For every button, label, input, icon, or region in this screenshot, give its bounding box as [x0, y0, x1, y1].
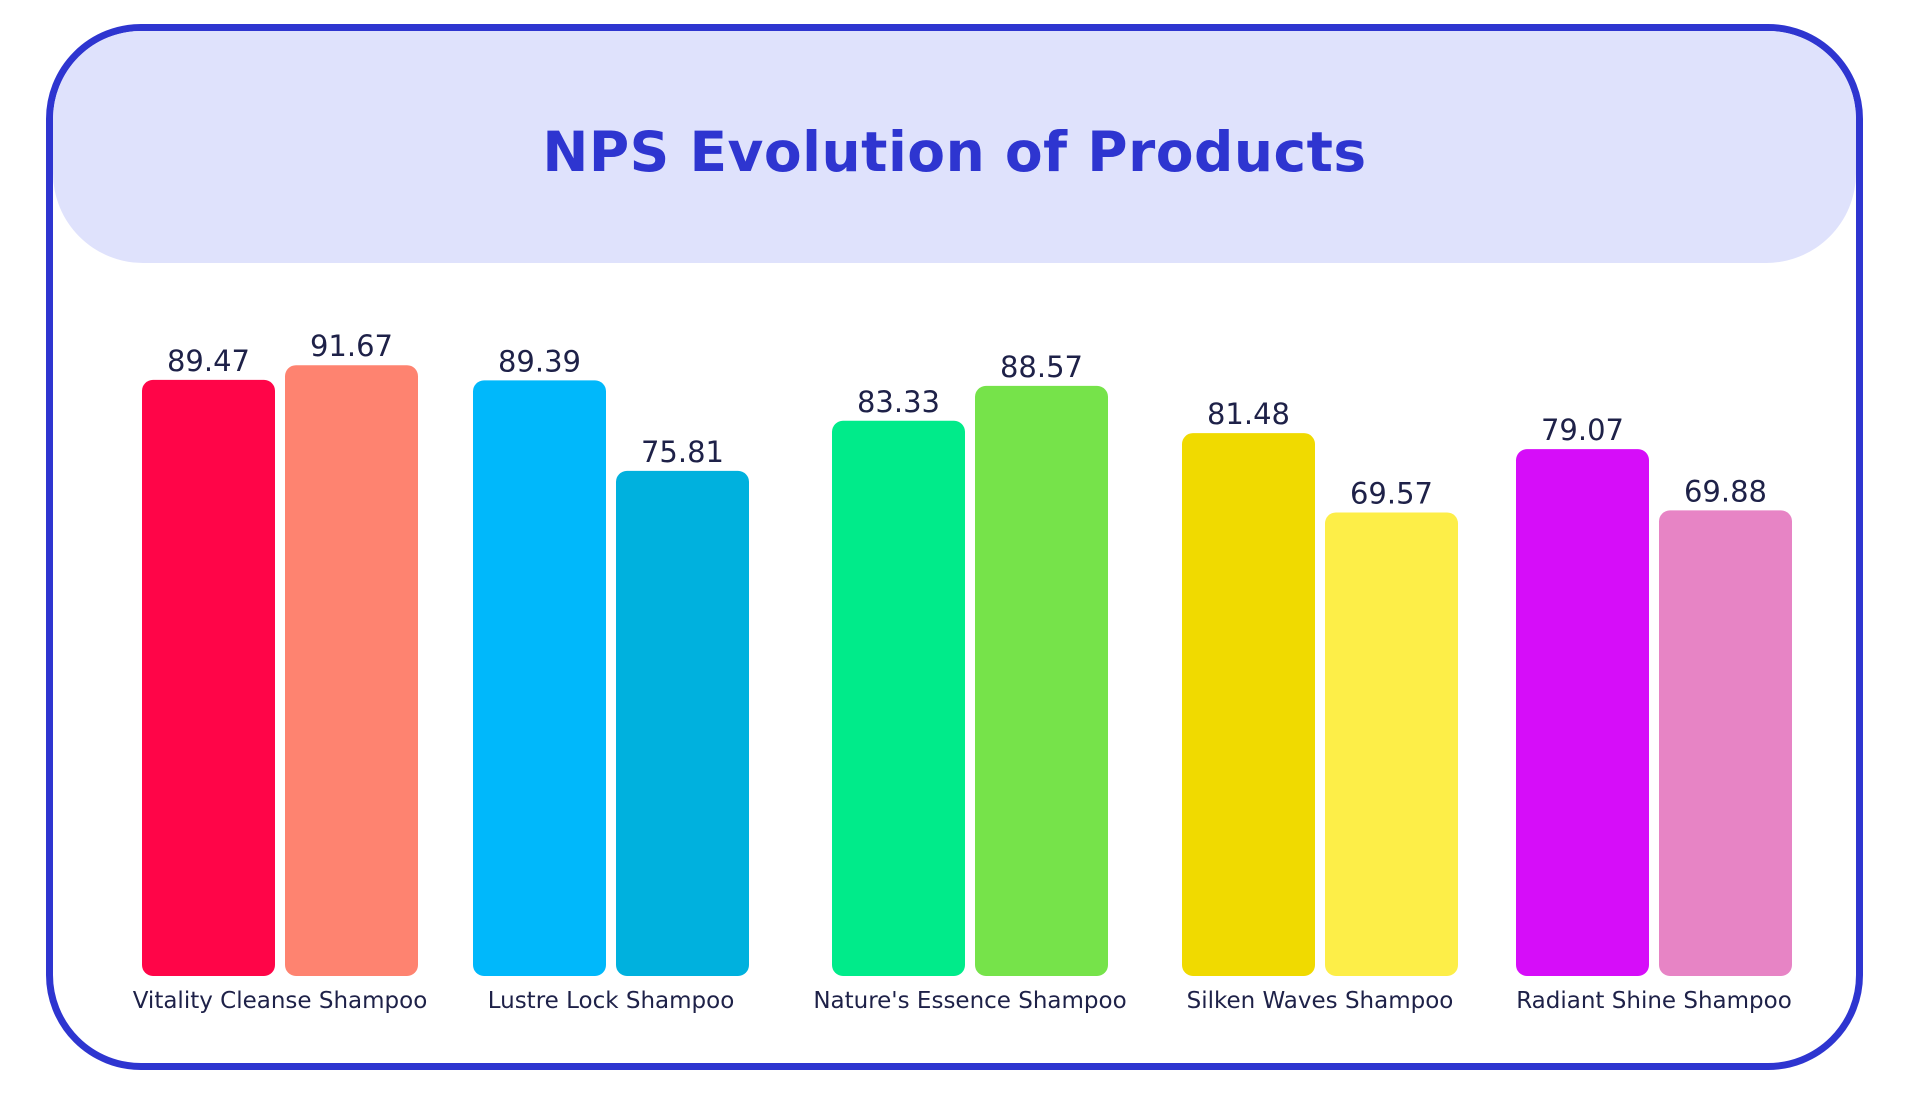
bar-silken-waves-shampoo-1	[1182, 433, 1315, 976]
bar-nature-s-essence-shampoo-1	[832, 420, 965, 976]
value-label-silken-waves-shampoo-1: 81.48	[1207, 397, 1290, 431]
category-label-radiant-shine-shampoo: Radiant Shine Shampoo	[1516, 988, 1792, 1014]
value-label-nature-s-essence-shampoo-2: 88.57	[1000, 350, 1083, 384]
bar-vitality-cleanse-shampoo-2	[285, 365, 418, 977]
bar-lustre-lock-shampoo-1	[473, 380, 606, 977]
category-label-vitality-cleanse-shampoo: Vitality Cleanse Shampoo	[133, 988, 428, 1014]
bar-radiant-shine-shampoo-2	[1659, 510, 1792, 976]
category-label-lustre-lock-shampoo: Lustre Lock Shampoo	[488, 988, 735, 1014]
value-label-vitality-cleanse-shampoo-2: 91.67	[310, 329, 393, 363]
title-band: NPS Evolution of Products	[53, 31, 1856, 263]
value-label-vitality-cleanse-shampoo-1: 89.47	[167, 344, 250, 378]
category-label-silken-waves-shampoo: Silken Waves Shampoo	[1187, 988, 1454, 1014]
bars-layer	[142, 365, 1792, 977]
value-label-radiant-shine-shampoo-1: 79.07	[1541, 413, 1624, 447]
chart-title: NPS Evolution of Products	[542, 120, 1367, 184]
value-label-nature-s-essence-shampoo-1: 83.33	[857, 385, 940, 419]
labels-layer: 89.47 91.67 Vitality Cleanse Shampoo 89.39 7…	[133, 329, 1792, 1014]
value-label-lustre-lock-shampoo-2: 75.81	[641, 435, 724, 469]
bar-lustre-lock-shampoo-2	[616, 470, 749, 976]
bar-vitality-cleanse-shampoo-1	[142, 379, 275, 976]
value-label-radiant-shine-shampoo-2: 69.88	[1684, 474, 1767, 508]
category-label-nature-s-essence-shampoo: Nature's Essence Shampoo	[813, 988, 1126, 1014]
bar-radiant-shine-shampoo-1	[1516, 449, 1649, 976]
bar-nature-s-essence-shampoo-2	[975, 385, 1108, 976]
bar-silken-waves-shampoo-2	[1325, 512, 1458, 976]
value-label-lustre-lock-shampoo-1: 89.39	[498, 344, 581, 378]
value-label-silken-waves-shampoo-2: 69.57	[1350, 476, 1433, 510]
